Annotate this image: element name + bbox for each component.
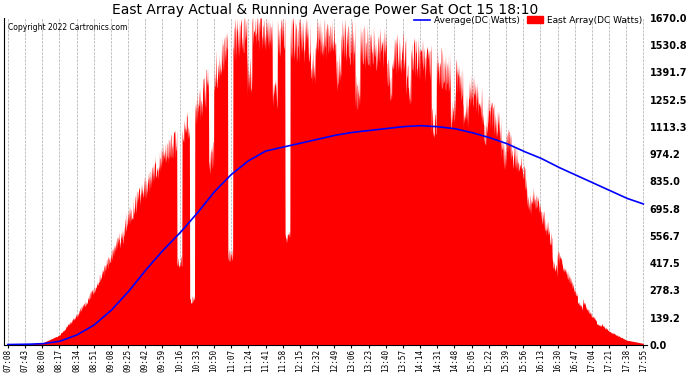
- Title: East Array Actual & Running Average Power Sat Oct 15 18:10: East Array Actual & Running Average Powe…: [112, 3, 539, 17]
- Text: Copyright 2022 Cartronics.com: Copyright 2022 Cartronics.com: [8, 23, 127, 32]
- Legend: Average(DC Watts), East Array(DC Watts): Average(DC Watts), East Array(DC Watts): [414, 16, 642, 25]
